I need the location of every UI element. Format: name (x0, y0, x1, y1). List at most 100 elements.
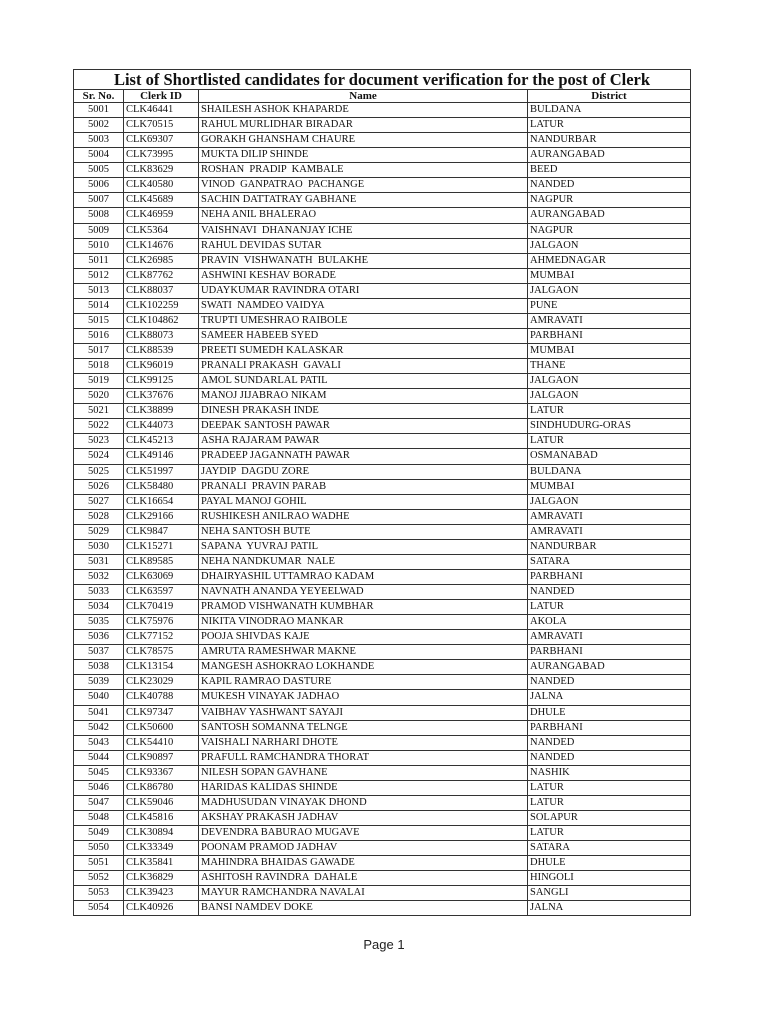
table-row: 5023 CLK45213 ASHA RAJARAM PAWAR LATUR (73, 433, 691, 450)
candidates-table: List of Shortlisted candidates for docum… (73, 69, 691, 917)
name-cell: SAMEER HABEEB SYED (198, 327, 528, 345)
table-row: 5011 CLK26985 PRAVIN VISHWANATH BULAKHE AHM… (73, 252, 691, 269)
district-cell: NANDED (527, 674, 691, 691)
clerk-id-cell: CLK69307 (123, 132, 199, 149)
sr-no-cell: 5035 (73, 614, 124, 631)
sr-no-cell: 5051 (73, 855, 124, 872)
name-cell: BANSI NAMDEV DOKE (198, 900, 528, 917)
table-row: 5016 CLK88073 SAMEER HABEEB SYED PARBHANI (73, 327, 691, 345)
name-cell: RUSHIKESH ANILRAO WADHE (198, 508, 528, 525)
clerk-id-cell: CLK35841 (123, 855, 199, 872)
clerk-id-cell: CLK59046 (123, 794, 199, 811)
district-cell: DHULE (527, 704, 691, 721)
name-cell: RAHUL MURLIDHAR BIRADAR (198, 117, 528, 134)
clerk-id-cell: CLK99125 (123, 373, 199, 390)
sr-no-cell: 5017 (73, 342, 124, 360)
district-cell: SATARA (527, 840, 691, 857)
sr-no-cell: 5024 (73, 448, 124, 465)
table-row: 5032 CLK63069 DHAIRYASHIL UTTAMRAO KADAM PA… (73, 568, 691, 586)
table-row: 5050 CLK33349 POONAM PRAMOD JADHAV SATARA (73, 840, 691, 857)
table-row: 5008 CLK46959 NEHA ANIL BHALERAO AURANGABAD (73, 207, 691, 224)
name-cell: ROSHAN PRADIP KAMBALE (198, 162, 528, 179)
clerk-id-cell: CLK89585 (123, 553, 199, 570)
sr-no-cell: 5040 (73, 689, 124, 706)
district-cell: SOLAPUR (527, 809, 691, 827)
name-cell: PRANALI PRAVIN PARAB (198, 478, 528, 495)
table-row: 5041 CLK97347 VAIBHAV YASHWANT SAYAJI DHULE (73, 704, 691, 721)
clerk-id-cell: CLK14676 (123, 237, 199, 254)
clerk-id-cell: CLK45689 (123, 192, 199, 209)
table-row: 5049 CLK30894 DEVENDRA BABURAO MUGAVE LATUR (73, 824, 691, 842)
district-cell: PARBHANI (527, 719, 691, 736)
district-cell: NAGPUR (527, 222, 691, 239)
table-row: 5002 CLK70515 RAHUL MURLIDHAR BIRADAR LATUR (73, 117, 691, 134)
table-row: 5022 CLK44073 DEEPAK SANTOSH PAWAR SINDHUDU… (73, 418, 691, 435)
district-cell: BULDANA (527, 101, 691, 119)
table-row: 5039 CLK23029 KAPIL RAMRAO DASTURE NANDED (73, 674, 691, 691)
district-cell: OSMANABAD (527, 448, 691, 465)
name-cell: MUKESH VINAYAK JADHAO (198, 689, 528, 706)
clerk-id-cell: CLK16654 (123, 493, 199, 510)
district-cell: PARBHANI (527, 644, 691, 661)
table-row: 5042 CLK50600 SANTOSH SOMANNA TELNGE PARBHA… (73, 719, 691, 736)
district-cell: MUMBAI (527, 342, 691, 360)
district-cell: NANDED (527, 749, 691, 766)
header-row: Sr. No. Clerk ID Name District (73, 89, 691, 103)
district-cell: BEED (527, 162, 691, 179)
clerk-id-cell: CLK88073 (123, 327, 199, 345)
name-cell: AKSHAY PRAKASH JADHAV (198, 809, 528, 827)
name-cell: MUKTA DILIP SHINDE (198, 147, 528, 164)
clerk-id-cell: CLK73995 (123, 147, 199, 164)
document-title: List of Shortlisted candidates for docum… (73, 69, 691, 90)
header-sr-no: Sr. No. (73, 89, 124, 103)
name-cell: MANGESH ASHOKRAO LOKHANDE (198, 659, 528, 676)
clerk-id-cell: CLK54410 (123, 734, 199, 751)
name-cell: PRAMOD VISHWANATH KUMBHAR (198, 599, 528, 616)
district-cell: JALNA (527, 900, 691, 917)
sr-no-cell: 5042 (73, 719, 124, 736)
table-row: 5051 CLK35841 MAHINDRA BHAIDAS GAWADE DHULE (73, 855, 691, 872)
clerk-id-cell: CLK70515 (123, 117, 199, 134)
table-row: 5029 CLK9847 NEHA SANTOSH BUTE AMRAVATI (73, 523, 691, 540)
table-row: 5007 CLK45689 SACHIN DATTATRAY GABHANE NAGP… (73, 192, 691, 209)
table-row: 5013 CLK88037 UDAYKUMAR RAVINDRA OTARI JALG… (73, 282, 691, 299)
district-cell: AMRAVATI (527, 508, 691, 525)
name-cell: MAHINDRA BHAIDAS GAWADE (198, 855, 528, 872)
sr-no-cell: 5049 (73, 824, 124, 842)
district-cell: AKOLA (527, 614, 691, 631)
district-cell: LATUR (527, 403, 691, 420)
table-row: 5045 CLK93367 NILESH SOPAN GAVHANE NASHIK (73, 764, 691, 781)
name-cell: PRADEEP JAGANNATH PAWAR (198, 448, 528, 465)
district-cell: SATARA (527, 553, 691, 570)
district-cell: JALGAON (527, 388, 691, 405)
name-cell: NEHA ANIL BHALERAO (198, 207, 528, 224)
sr-no-cell: 5045 (73, 764, 124, 781)
sr-no-cell: 5010 (73, 237, 124, 254)
sr-no-cell: 5038 (73, 659, 124, 676)
table-row: 5031 CLK89585 NEHA NANDKUMAR NALE SATARA (73, 553, 691, 570)
clerk-id-cell: CLK93367 (123, 764, 199, 781)
clerk-id-cell: CLK51997 (123, 463, 199, 480)
table-row: 5030 CLK15271 SAPANA YUVRAJ PATIL NANDURBAR (73, 538, 691, 555)
clerk-id-cell: CLK49146 (123, 448, 199, 465)
district-cell: THANE (527, 358, 691, 375)
name-cell: GORAKH GHANSHAM CHAURE (198, 132, 528, 149)
clerk-id-cell: CLK36829 (123, 870, 199, 887)
name-cell: NIKITA VINODRAO MANKAR (198, 614, 528, 631)
table-body: 5001 CLK46441 SHAILESH ASHOK KHAPARDE BULDA… (73, 101, 691, 917)
district-cell: AURANGABAD (527, 147, 691, 164)
name-cell: PRANALI PRAKASH GAVALI (198, 358, 528, 375)
table-row: 5052 CLK36829 ASHITOSH RAVINDRA DAHALE HING… (73, 870, 691, 887)
sr-no-cell: 5033 (73, 583, 124, 601)
clerk-id-cell: CLK88539 (123, 342, 199, 360)
name-cell: JAYDIP DAGDU ZORE (198, 463, 528, 480)
table-row: 5033 CLK63597 NAVNATH ANANDA YEYEELWAD NAND… (73, 583, 691, 601)
table-row: 5024 CLK49146 PRADEEP JAGANNATH PAWAR OSMAN… (73, 448, 691, 465)
table-row: 5025 CLK51997 JAYDIP DAGDU ZORE BULDANA (73, 463, 691, 480)
table-row: 5036 CLK77152 POOJA SHIVDAS KAJE AMRAVATI (73, 629, 691, 646)
sr-no-cell: 5036 (73, 629, 124, 646)
district-cell: AMRAVATI (527, 629, 691, 646)
clerk-id-cell: CLK58480 (123, 478, 199, 495)
district-cell: JALGAON (527, 237, 691, 254)
district-cell: HINGOLI (527, 870, 691, 887)
